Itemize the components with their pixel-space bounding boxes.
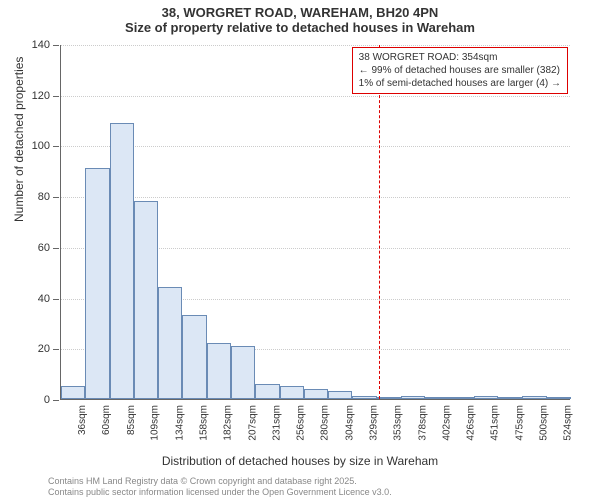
bar — [134, 201, 158, 399]
x-tick-label: 524sqm — [563, 405, 574, 441]
bar — [352, 396, 376, 399]
y-tick-label: 60 — [15, 242, 50, 254]
annotation-box: 38 WORGRET ROAD: 354sqm← 99% of detached… — [352, 47, 568, 94]
x-tick-label: 353sqm — [393, 405, 404, 441]
x-tick-label: 109sqm — [150, 405, 161, 441]
title-group: 38, WORGRET ROAD, WAREHAM, BH20 4PN Size… — [0, 0, 600, 35]
bar — [110, 123, 134, 399]
chart-container: 38, WORGRET ROAD, WAREHAM, BH20 4PN Size… — [0, 0, 600, 500]
y-tick-label: 120 — [15, 90, 50, 102]
bar — [377, 397, 401, 399]
marker-line — [379, 45, 380, 399]
x-tick-label: 231sqm — [271, 405, 282, 441]
bar — [304, 389, 328, 399]
annotation-line: 1% of semi-detached houses are larger (4… — [359, 77, 561, 90]
y-tick-label: 100 — [15, 140, 50, 152]
bar — [425, 397, 449, 399]
x-tick-label: 378sqm — [417, 405, 428, 441]
x-tick-label: 426sqm — [466, 405, 477, 441]
x-tick-label: 60sqm — [101, 405, 112, 435]
x-tick-label: 134sqm — [174, 405, 185, 441]
x-tick-label: 500sqm — [539, 405, 550, 441]
x-tick-label: 158sqm — [199, 405, 210, 441]
bar — [450, 397, 474, 399]
attribution-line-1: Contains HM Land Registry data © Crown c… — [48, 476, 392, 487]
bar — [85, 168, 109, 399]
bar — [401, 396, 425, 399]
bar — [522, 396, 546, 399]
x-tick-label: 256sqm — [296, 405, 307, 441]
bar — [498, 397, 522, 399]
y-tick-label: 0 — [15, 394, 50, 406]
y-tick-label: 20 — [15, 343, 50, 355]
x-tick-label: 402sqm — [441, 405, 452, 441]
bar — [182, 315, 206, 399]
x-tick-label: 475sqm — [514, 405, 525, 441]
plot-area: 38 WORGRET ROAD: 354sqm← 99% of detached… — [60, 45, 570, 400]
annotation-line: ← 99% of detached houses are smaller (38… — [359, 64, 561, 77]
bar — [255, 384, 279, 399]
annotation-line: 38 WORGRET ROAD: 354sqm — [359, 51, 561, 64]
bar — [547, 397, 571, 399]
x-tick-label: 280sqm — [320, 405, 331, 441]
y-tick-label: 140 — [15, 39, 50, 51]
x-tick-label: 85sqm — [126, 405, 137, 435]
x-axis-title: Distribution of detached houses by size … — [0, 454, 600, 468]
title-sub: Size of property relative to detached ho… — [0, 20, 600, 35]
x-tick-label: 182sqm — [223, 405, 234, 441]
bar — [207, 343, 231, 399]
title-main: 38, WORGRET ROAD, WAREHAM, BH20 4PN — [0, 5, 600, 20]
x-tick-label: 207sqm — [247, 405, 258, 441]
bar — [61, 386, 85, 399]
x-tick-label: 329sqm — [369, 405, 380, 441]
bar — [280, 386, 304, 399]
x-tick-label: 36sqm — [77, 405, 88, 435]
y-tick-label: 40 — [15, 293, 50, 305]
bar — [328, 391, 352, 399]
x-tick-label: 451sqm — [490, 405, 501, 441]
x-tick-label: 304sqm — [344, 405, 355, 441]
attribution: Contains HM Land Registry data © Crown c… — [48, 476, 392, 499]
y-tick-label: 80 — [15, 191, 50, 203]
bar — [231, 346, 255, 399]
attribution-line-2: Contains public sector information licen… — [48, 487, 392, 498]
bar — [158, 287, 182, 399]
bar — [474, 396, 498, 399]
